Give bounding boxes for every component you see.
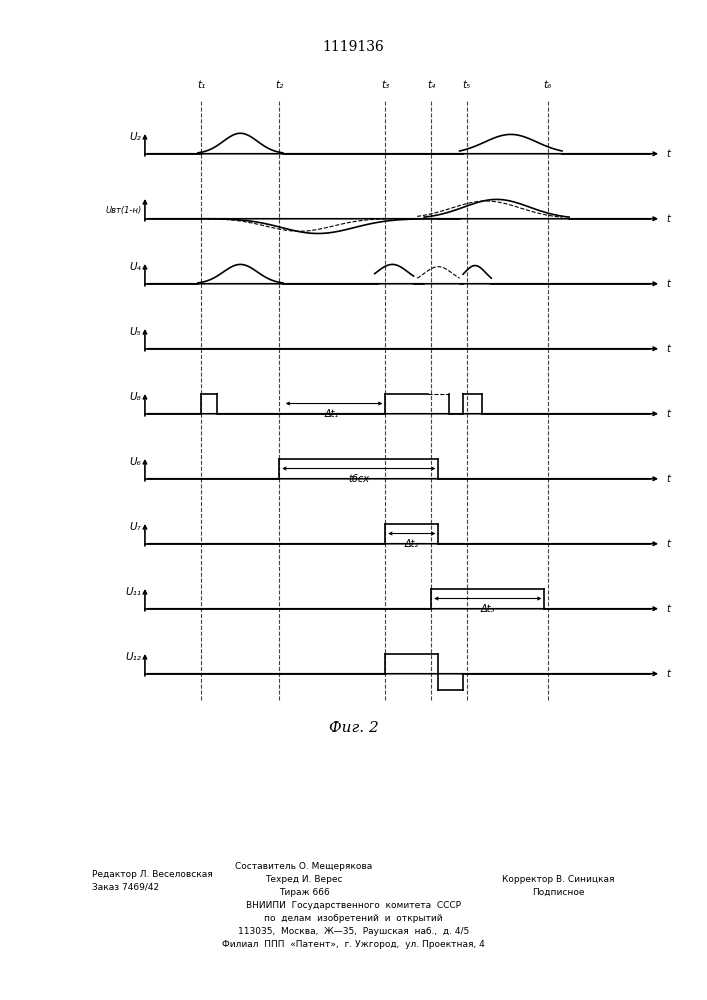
Text: U₁₁: U₁₁ — [126, 587, 141, 597]
Text: по  делам  изобретений  и  открытий: по делам изобретений и открытий — [264, 914, 443, 923]
Text: Подписное: Подписное — [532, 888, 585, 897]
Text: U₈: U₈ — [129, 392, 141, 402]
Text: tбcx: tбcx — [349, 474, 369, 484]
Text: Δt₁: Δt₁ — [325, 409, 339, 419]
Text: t₅: t₅ — [462, 80, 471, 90]
Text: t₆: t₆ — [544, 80, 552, 90]
Text: t₄: t₄ — [427, 80, 436, 90]
Text: Филиал  ППП  «Патент»,  г. Ужгород,  ул. Проектная, 4: Филиал ППП «Патент», г. Ужгород, ул. Про… — [222, 940, 485, 949]
Text: U₇: U₇ — [129, 522, 141, 532]
Text: Δt₂: Δt₂ — [404, 539, 419, 549]
Text: U₁₂: U₁₂ — [126, 652, 141, 662]
Text: t₃: t₃ — [381, 80, 390, 90]
Text: Техред И. Верес: Техред И. Верес — [265, 875, 343, 884]
Text: t₂: t₂ — [275, 80, 284, 90]
Text: ВНИИПИ  Государственного  комитета  СССР: ВНИИПИ Государственного комитета СССР — [246, 901, 461, 910]
Text: t: t — [666, 214, 670, 224]
Text: 1119136: 1119136 — [322, 40, 385, 54]
Text: Редактор Л. Веселовская: Редактор Л. Веселовская — [92, 870, 213, 879]
Text: Заказ 7469/42: Заказ 7469/42 — [92, 883, 159, 892]
Text: t: t — [666, 344, 670, 354]
Text: Составитель О. Мещерякова: Составитель О. Мещерякова — [235, 862, 373, 871]
Text: t: t — [666, 539, 670, 549]
Text: Uвт(1-н): Uвт(1-н) — [105, 206, 141, 215]
Text: t: t — [666, 279, 670, 289]
Text: t: t — [666, 149, 670, 159]
Text: t: t — [666, 474, 670, 484]
Text: U₂: U₂ — [129, 132, 141, 142]
Text: U₄: U₄ — [129, 262, 141, 272]
Text: t: t — [666, 409, 670, 419]
Text: U₆: U₆ — [129, 457, 141, 467]
Text: Фиг. 2: Фиг. 2 — [329, 721, 378, 735]
Text: Δt₃: Δt₃ — [481, 604, 495, 614]
Text: Тираж 666: Тираж 666 — [279, 888, 329, 897]
Text: 113035,  Москва,  Ж—35,  Раушская  наб.,  д. 4/5: 113035, Москва, Ж—35, Раушская наб., д. … — [238, 927, 469, 936]
Text: U₅: U₅ — [129, 327, 141, 337]
Text: t: t — [666, 669, 670, 679]
Text: t₁: t₁ — [197, 80, 206, 90]
Text: Корректор В. Синицкая: Корректор В. Синицкая — [502, 875, 615, 884]
Text: t: t — [666, 604, 670, 614]
